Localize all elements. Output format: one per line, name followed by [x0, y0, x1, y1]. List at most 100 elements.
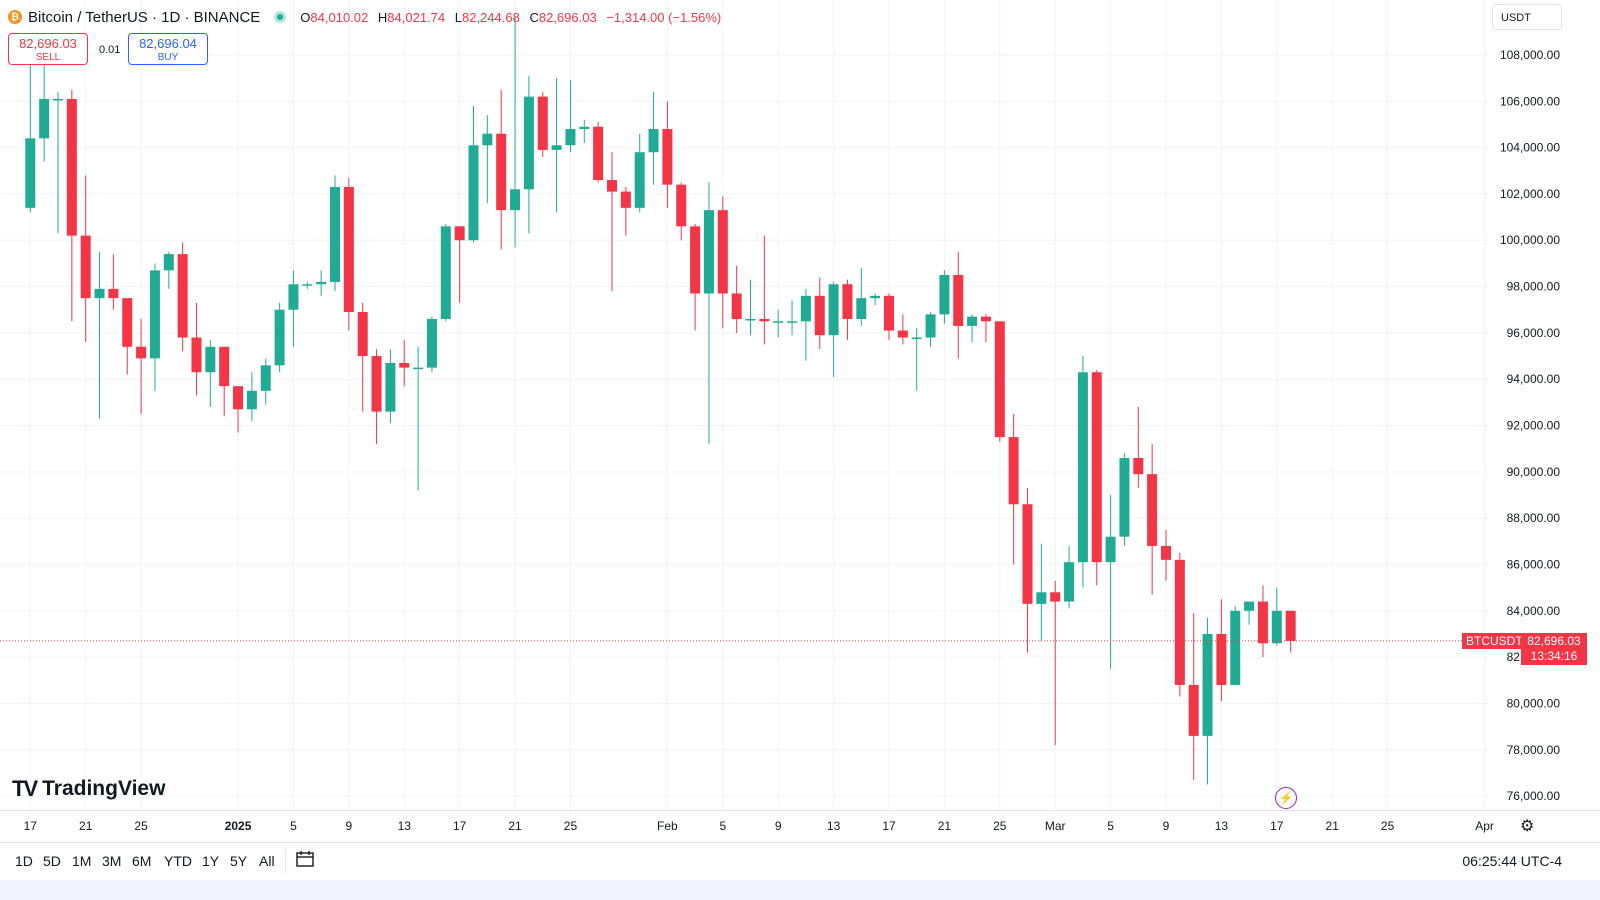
y-tick-label: 98,000.00: [1507, 280, 1561, 294]
clock-timezone[interactable]: 06:25:44 UTC-4: [1462, 853, 1562, 869]
candle-up: [246, 390, 257, 410]
range-button-1d[interactable]: 1D: [15, 853, 33, 869]
y-tick-label: 76,000.00: [1507, 789, 1561, 803]
range-button-5d[interactable]: 5D: [43, 853, 61, 869]
x-tick-label: 2025: [225, 819, 252, 833]
candle-up: [1244, 601, 1255, 611]
candle-up: [551, 145, 562, 150]
candle-up: [828, 284, 839, 336]
candle-down: [1050, 592, 1061, 602]
candle-up: [1036, 592, 1047, 604]
market-status-icon[interactable]: [274, 11, 287, 23]
bar-countdown: 13:34:16: [1530, 648, 1578, 663]
x-tick-label: 21: [1326, 819, 1340, 833]
symbol-legend[interactable]: ₿ Bitcoin / TetherUS · 1D · BINANCE O84,…: [8, 6, 721, 28]
candle-up: [1077, 372, 1088, 563]
candle-down: [343, 186, 354, 313]
symbol-title[interactable]: Bitcoin / TetherUS · 1D · BINANCE: [28, 8, 261, 26]
candle-down: [1133, 457, 1144, 475]
x-tick-label: 21: [938, 819, 952, 833]
candle-up: [1202, 633, 1213, 736]
range-button-3m[interactable]: 3M: [102, 853, 122, 869]
candle-down: [496, 133, 507, 211]
x-tick-label: Apr: [1475, 819, 1494, 833]
range-button-ytd[interactable]: YTD: [164, 853, 192, 869]
candle-up: [565, 129, 576, 146]
x-tick-label: 17: [882, 819, 896, 833]
candle-down: [66, 98, 77, 236]
x-tick-label: 5: [290, 819, 297, 833]
x-tick-label: Mar: [1045, 819, 1066, 833]
buy-label: BUY: [157, 52, 179, 63]
lightning-icon[interactable]: ⚡: [1275, 787, 1297, 809]
candle-up: [316, 281, 327, 285]
candle-down: [662, 129, 673, 185]
current-price-label: 82,696.03 13:34:16: [1521, 632, 1587, 665]
candle-down: [717, 210, 728, 294]
candle-down: [1147, 474, 1158, 546]
y-tick-label: 104,000.00: [1500, 141, 1560, 155]
candle-up: [856, 298, 867, 319]
candle-down: [177, 254, 188, 338]
symbol-price-tag: BTCUSDT: [1462, 632, 1527, 649]
candle-up: [163, 254, 174, 271]
ohlc-values: O84,010.02 H84,021.74 L82,244.68 C82,696…: [300, 9, 722, 25]
y-tick-label: 92,000.00: [1507, 419, 1561, 433]
candle-up: [967, 316, 978, 326]
range-button-1y[interactable]: 1Y: [202, 853, 220, 869]
sell-label: SELL: [35, 52, 61, 63]
range-button-6m[interactable]: 6M: [132, 853, 152, 869]
buy-price: 82,696.04: [139, 36, 197, 51]
candle-up: [1105, 536, 1116, 563]
x-tick-label: 21: [508, 819, 522, 833]
candle-up: [925, 314, 936, 338]
spread-value: 0.01: [99, 44, 121, 56]
calendar-icon[interactable]: [296, 850, 314, 867]
sell-button[interactable]: 82,696.03 SELL: [8, 33, 88, 65]
currency-select[interactable]: USDT: [1492, 4, 1562, 30]
x-tick-label: 25: [564, 819, 578, 833]
range-button-all[interactable]: All: [259, 853, 275, 869]
candle-up: [579, 126, 590, 130]
x-tick-label: 25: [1381, 819, 1395, 833]
candle-up: [787, 321, 798, 323]
low-value: 82,244.68: [461, 9, 520, 25]
x-tick-label: 13: [398, 819, 412, 833]
candle-down: [219, 346, 230, 387]
range-button-5y[interactable]: 5Y: [230, 853, 248, 869]
x-tick-label: Feb: [657, 819, 678, 833]
current-price: 82,696.03: [1527, 633, 1581, 648]
candle-down: [897, 330, 908, 338]
candle-up: [440, 226, 451, 319]
candle-up: [288, 284, 299, 310]
buy-button[interactable]: 82,696.04 BUY: [128, 33, 208, 65]
close-value: 82,696.03: [538, 9, 597, 25]
candle-down: [233, 386, 244, 410]
candle-up: [426, 318, 437, 368]
x-tick-label: 25: [134, 819, 148, 833]
bottom-toolbar: 1D 5D 1M 3M 6M YTD 1Y 5Y All 06:25:44 UT…: [0, 842, 1600, 880]
candle-down: [122, 298, 133, 347]
candle-up: [205, 346, 216, 373]
x-tick-label: 5: [719, 819, 726, 833]
candle-up: [468, 145, 479, 241]
y-tick-label: 94,000.00: [1507, 372, 1561, 386]
sell-price: 82,696.03: [19, 36, 77, 51]
range-button-1m[interactable]: 1M: [72, 853, 92, 869]
candle-up: [703, 210, 714, 294]
bitcoin-icon: ₿: [8, 10, 22, 24]
candle-down: [80, 235, 91, 299]
candle-up: [330, 186, 340, 282]
gear-icon[interactable]: ⚙: [1520, 818, 1535, 835]
candle-down: [1174, 559, 1185, 685]
candle-up: [25, 138, 36, 208]
candle-down: [1022, 504, 1033, 604]
candle-up: [385, 362, 396, 412]
candle-up: [149, 270, 160, 359]
candle-down: [1188, 684, 1199, 736]
x-tick-label: 21: [79, 819, 93, 833]
candle-up: [870, 295, 881, 299]
y-tick-label: 90,000.00: [1507, 465, 1561, 479]
tradingview-logo[interactable]: TV TradingView: [12, 776, 165, 802]
